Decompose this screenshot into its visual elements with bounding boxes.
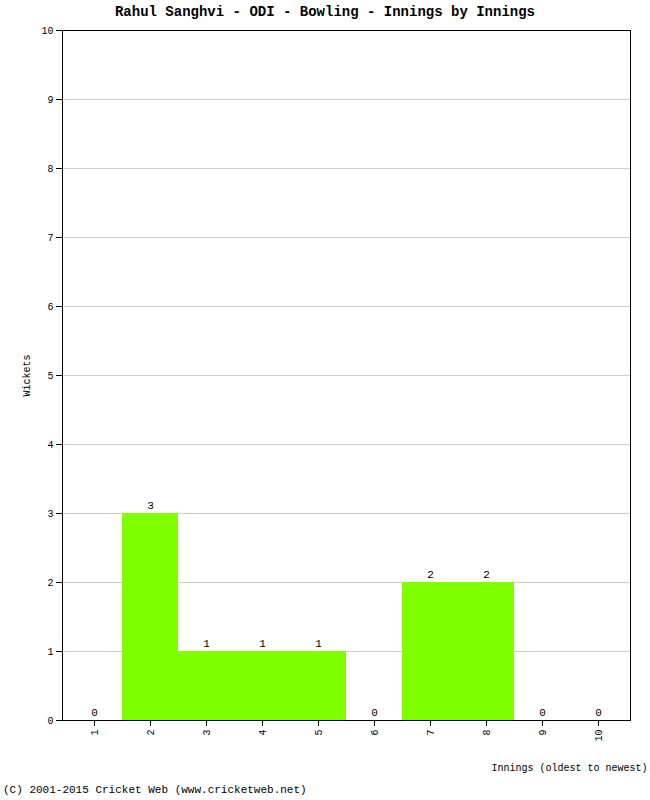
svg-text:3: 3 (147, 500, 154, 512)
svg-text:8: 8 (482, 730, 493, 736)
svg-text:1: 1 (315, 638, 322, 650)
svg-text:8: 8 (47, 164, 53, 175)
svg-text:7: 7 (426, 730, 437, 736)
svg-text:6: 6 (370, 730, 381, 736)
svg-text:1: 1 (259, 638, 266, 650)
svg-text:4: 4 (47, 440, 53, 451)
svg-text:9: 9 (538, 730, 549, 736)
svg-text:Wickets: Wickets (22, 354, 33, 396)
svg-text:10: 10 (594, 730, 605, 742)
svg-text:3: 3 (47, 509, 53, 520)
svg-text:1: 1 (47, 647, 53, 658)
svg-text:5: 5 (47, 371, 53, 382)
svg-text:10: 10 (41, 26, 53, 37)
svg-text:2: 2 (146, 730, 157, 736)
svg-text:1: 1 (203, 638, 210, 650)
svg-text:4: 4 (258, 730, 269, 736)
svg-text:2: 2 (47, 578, 53, 589)
svg-text:9: 9 (47, 95, 53, 106)
svg-text:0: 0 (371, 707, 378, 719)
svg-text:0: 0 (539, 707, 546, 719)
svg-text:6: 6 (47, 302, 53, 313)
svg-text:0: 0 (91, 707, 98, 719)
svg-text:2: 2 (483, 569, 490, 581)
svg-text:Innings (oldest to newest): Innings (oldest to newest) (491, 763, 647, 774)
svg-text:3: 3 (202, 730, 213, 736)
svg-text:2: 2 (427, 569, 434, 581)
svg-text:1: 1 (90, 730, 101, 736)
html-text:Rahul Sanghvi - ODI - Bowling: Rahul Sanghvi - ODI - Bowling - Innings … (115, 4, 535, 20)
svg-text:0: 0 (595, 707, 602, 719)
html-text:(C) 2001-2015 Cricket Web (www: (C) 2001-2015 Cricket Web (www.cricketwe… (3, 784, 307, 796)
svg-text:0: 0 (47, 716, 53, 727)
svg-text:7: 7 (47, 233, 53, 244)
svg-text:5: 5 (314, 730, 325, 736)
